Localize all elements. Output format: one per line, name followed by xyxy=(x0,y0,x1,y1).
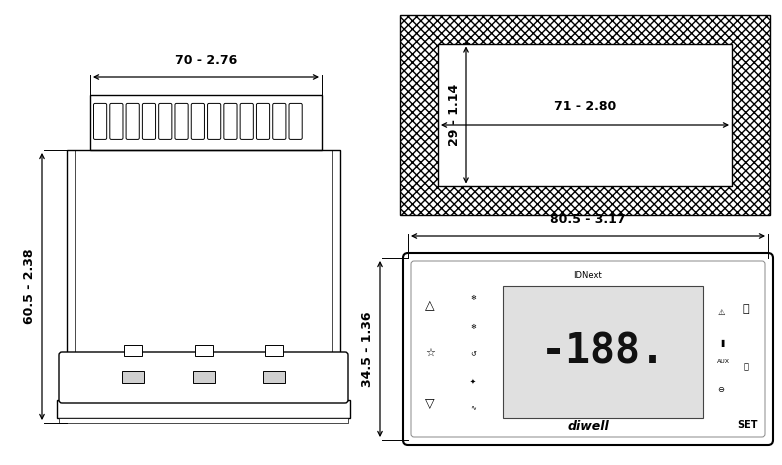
Text: IDNext: IDNext xyxy=(574,272,602,280)
Text: ⏻: ⏻ xyxy=(743,304,749,314)
Text: ⚠: ⚠ xyxy=(717,308,725,317)
Text: ✦: ✦ xyxy=(470,379,476,385)
Text: 💡: 💡 xyxy=(744,363,748,372)
Text: 34.5 - 1.36: 34.5 - 1.36 xyxy=(361,311,374,387)
FancyBboxPatch shape xyxy=(207,103,221,140)
FancyBboxPatch shape xyxy=(403,253,773,445)
Bar xyxy=(265,345,283,356)
Text: 60.5 - 2.38: 60.5 - 2.38 xyxy=(23,249,36,324)
Text: diwell: diwell xyxy=(567,419,609,432)
Bar xyxy=(503,286,703,418)
Bar xyxy=(192,371,214,383)
Text: △: △ xyxy=(425,299,435,312)
FancyBboxPatch shape xyxy=(94,103,106,140)
FancyBboxPatch shape xyxy=(256,103,270,140)
FancyBboxPatch shape xyxy=(175,103,188,140)
Text: ☆: ☆ xyxy=(425,348,435,358)
Text: 80.5 - 3.17: 80.5 - 3.17 xyxy=(551,213,626,226)
Text: 29 - 1.14: 29 - 1.14 xyxy=(448,84,461,146)
Bar xyxy=(332,150,340,355)
Text: ∿: ∿ xyxy=(470,404,476,410)
Text: ❄: ❄ xyxy=(470,295,476,301)
FancyBboxPatch shape xyxy=(59,352,348,403)
Text: AUX: AUX xyxy=(716,359,730,364)
Bar xyxy=(264,371,285,383)
FancyBboxPatch shape xyxy=(142,103,156,140)
FancyBboxPatch shape xyxy=(240,103,253,140)
Bar xyxy=(57,400,350,418)
FancyBboxPatch shape xyxy=(109,103,123,140)
Text: -188.: -188. xyxy=(540,331,665,373)
Text: 71 - 2.80: 71 - 2.80 xyxy=(554,100,616,113)
Bar xyxy=(67,150,75,355)
Bar xyxy=(67,150,340,355)
Text: ⊖: ⊖ xyxy=(718,385,724,393)
FancyBboxPatch shape xyxy=(224,103,237,140)
FancyBboxPatch shape xyxy=(273,103,286,140)
Text: ↺: ↺ xyxy=(470,352,476,358)
Bar xyxy=(90,95,322,150)
Bar xyxy=(124,345,142,356)
Text: ▐: ▐ xyxy=(719,340,723,347)
Bar xyxy=(195,345,213,356)
FancyBboxPatch shape xyxy=(411,261,765,437)
FancyBboxPatch shape xyxy=(126,103,139,140)
Bar xyxy=(122,371,144,383)
Text: ❄: ❄ xyxy=(470,324,476,330)
Text: SET: SET xyxy=(737,420,759,430)
FancyBboxPatch shape xyxy=(192,103,204,140)
Text: ▽: ▽ xyxy=(425,397,435,410)
Bar xyxy=(59,418,348,423)
Text: 70 - 2.76: 70 - 2.76 xyxy=(175,54,237,67)
FancyBboxPatch shape xyxy=(289,103,302,140)
Bar xyxy=(438,44,732,186)
Bar xyxy=(400,15,770,215)
FancyBboxPatch shape xyxy=(159,103,172,140)
